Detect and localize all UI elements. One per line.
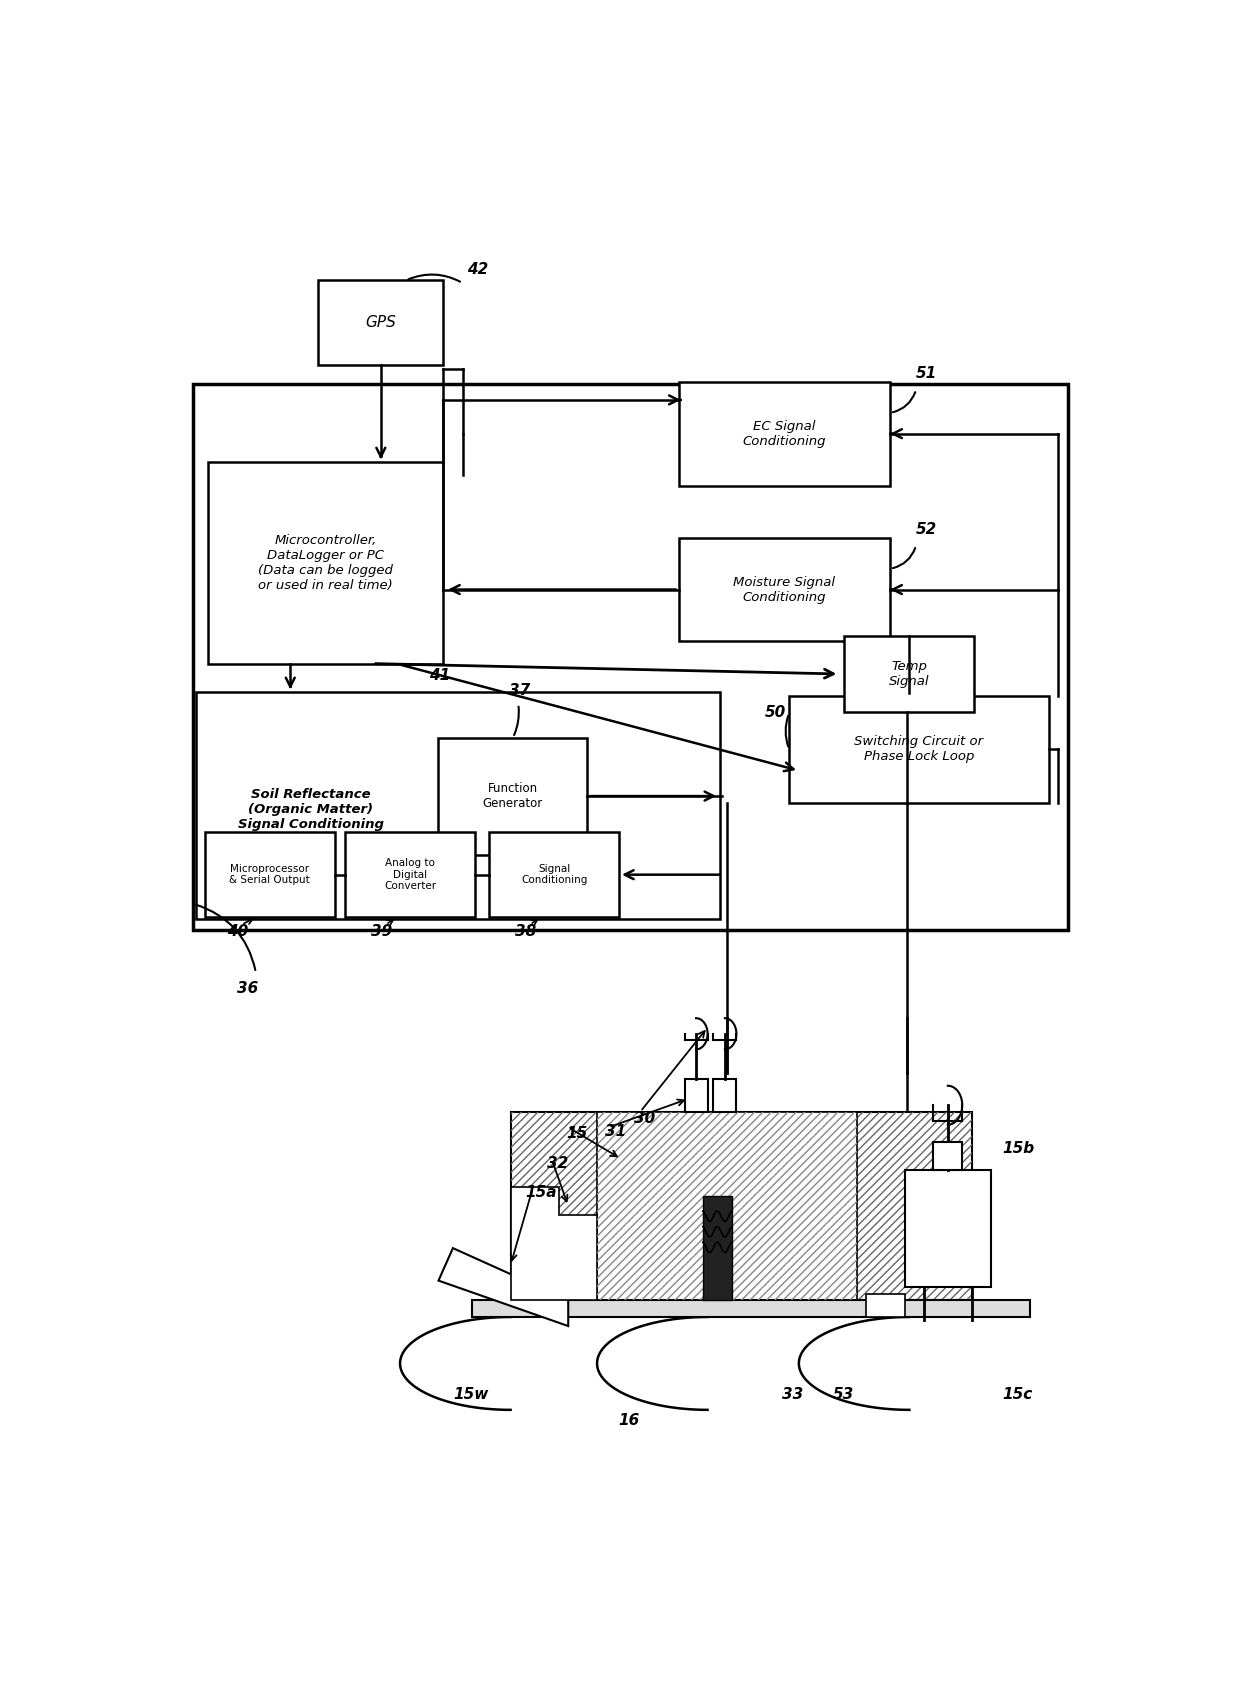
Bar <box>196 692 720 919</box>
Bar <box>596 1112 857 1301</box>
Bar <box>703 1196 732 1301</box>
Bar <box>319 280 444 364</box>
Text: 33: 33 <box>781 1387 802 1402</box>
Text: 31: 31 <box>605 1124 626 1139</box>
Text: Signal
Conditioning: Signal Conditioning <box>521 864 588 886</box>
Bar <box>490 832 619 918</box>
Bar <box>345 832 475 918</box>
Text: 15: 15 <box>567 1127 588 1142</box>
Bar <box>472 1301 1029 1318</box>
Text: 50: 50 <box>765 705 786 720</box>
Text: 39: 39 <box>371 924 393 938</box>
Text: 41: 41 <box>429 668 450 683</box>
Bar <box>789 697 1049 803</box>
Text: 32: 32 <box>547 1156 568 1171</box>
Text: 38: 38 <box>516 924 537 938</box>
Polygon shape <box>439 1248 568 1326</box>
Text: 53: 53 <box>832 1387 854 1402</box>
Bar <box>866 1294 905 1318</box>
Bar <box>596 1112 857 1301</box>
Text: Microcontroller,
DataLogger or PC
(Data can be logged
or used in real time): Microcontroller, DataLogger or PC (Data … <box>258 533 393 592</box>
Bar <box>934 1142 962 1171</box>
Bar <box>684 1080 708 1112</box>
Bar <box>905 1171 991 1287</box>
Bar <box>511 1112 972 1301</box>
Polygon shape <box>511 1188 596 1301</box>
Text: Soil Reflectance
(Organic Matter)
Signal Conditioning: Soil Reflectance (Organic Matter) Signal… <box>238 788 383 830</box>
Text: GPS: GPS <box>366 315 397 331</box>
Bar <box>208 462 444 663</box>
Text: 51: 51 <box>916 366 937 381</box>
Text: 30: 30 <box>634 1110 655 1125</box>
Text: Function
Generator: Function Generator <box>482 783 543 810</box>
Bar <box>678 381 890 486</box>
Bar <box>193 385 1068 930</box>
Bar <box>713 1080 737 1112</box>
Text: 36: 36 <box>237 980 258 995</box>
Text: 40: 40 <box>227 924 248 938</box>
Text: 15w: 15w <box>453 1387 489 1402</box>
Text: 15b: 15b <box>1003 1140 1034 1156</box>
Bar <box>844 636 973 712</box>
Text: 16: 16 <box>619 1414 640 1429</box>
Text: 15c: 15c <box>1003 1387 1033 1402</box>
Text: 42: 42 <box>467 263 489 277</box>
Bar <box>439 737 588 855</box>
Text: Switching Circuit or
Phase Lock Loop: Switching Circuit or Phase Lock Loop <box>854 736 983 763</box>
Text: Analog to
Digital
Converter: Analog to Digital Converter <box>384 859 436 891</box>
Text: Moisture Signal
Conditioning: Moisture Signal Conditioning <box>733 575 836 604</box>
Text: Microprocessor
& Serial Output: Microprocessor & Serial Output <box>229 864 310 886</box>
Bar <box>678 538 890 641</box>
Text: EC Signal
Conditioning: EC Signal Conditioning <box>743 420 826 447</box>
Text: 15a: 15a <box>525 1184 557 1199</box>
Bar <box>511 1112 972 1301</box>
Text: 52: 52 <box>916 523 937 536</box>
Bar <box>205 832 335 918</box>
Text: Temp
Signal: Temp Signal <box>889 660 929 688</box>
Text: 37: 37 <box>508 683 529 698</box>
